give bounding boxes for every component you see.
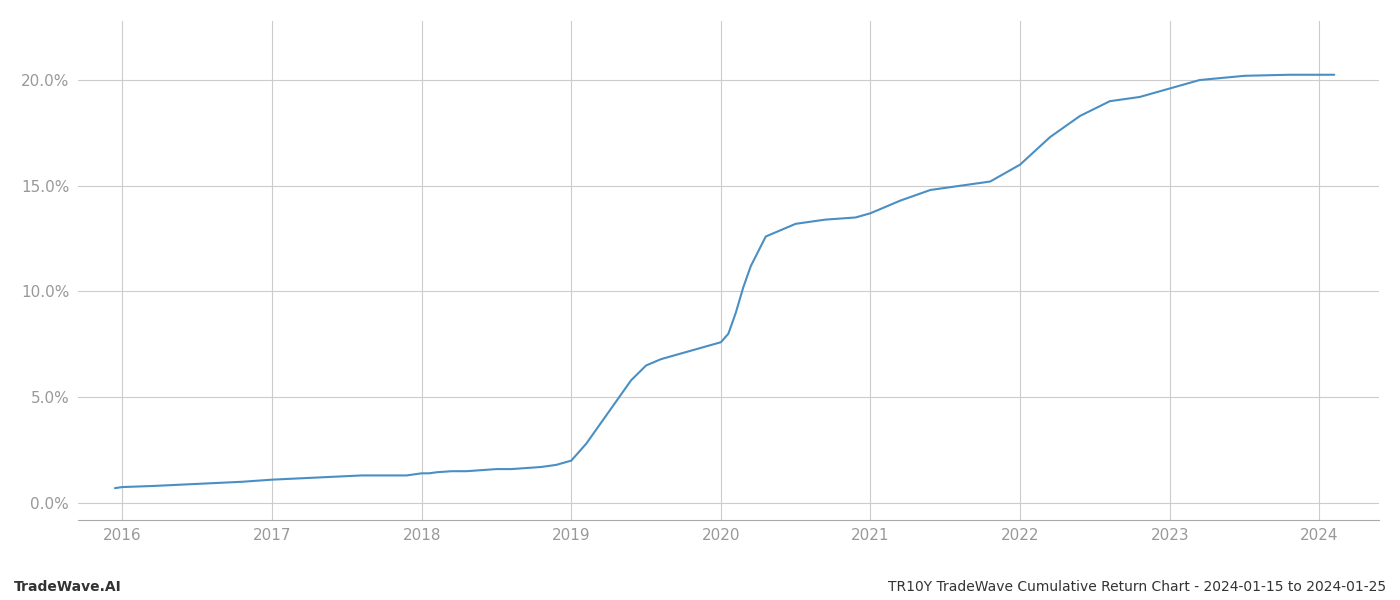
Text: TR10Y TradeWave Cumulative Return Chart - 2024-01-15 to 2024-01-25: TR10Y TradeWave Cumulative Return Chart … (888, 580, 1386, 594)
Text: TradeWave.AI: TradeWave.AI (14, 580, 122, 594)
